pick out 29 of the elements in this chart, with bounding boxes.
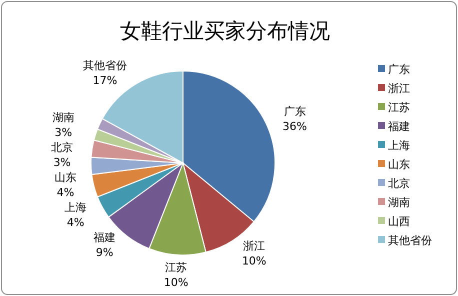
data-label: 10% <box>164 276 188 289</box>
slice-label: 江苏 <box>165 261 188 274</box>
data-label: 3% <box>54 126 72 139</box>
data-label: 4% <box>56 186 74 199</box>
slice-label: 山东 <box>54 171 76 184</box>
slice-label: 其他省份 <box>83 58 128 72</box>
slice-label: 广东 <box>284 104 306 118</box>
legend-label: 湖南 <box>388 196 410 209</box>
legend-label: 上海 <box>388 139 410 152</box>
data-label: 3% <box>53 156 71 169</box>
data-label: 17% <box>92 74 118 87</box>
legend-label: 浙江 <box>388 82 410 95</box>
data-label: 9% <box>96 246 114 259</box>
slice-label: 北京 <box>51 141 74 154</box>
legend-label: 其他省份 <box>388 234 432 247</box>
legend-label: 江苏 <box>388 101 410 114</box>
slice-label: 福建 <box>94 231 116 244</box>
legend-label: 山东 <box>388 158 410 171</box>
legend-label: 广东 <box>388 63 410 76</box>
data-label: 4% <box>66 216 84 229</box>
legend-label: 福建 <box>388 120 410 133</box>
chart-title: 女鞋行业买家分布情况 <box>120 19 330 43</box>
slice-label: 上海 <box>64 201 87 214</box>
legend-label: 山西 <box>388 215 410 228</box>
data-label: 36% <box>282 120 307 133</box>
slice-label: 浙江 <box>243 240 266 252</box>
legend-label: 北京 <box>388 177 410 190</box>
data-label: 10% <box>242 254 266 268</box>
slice-label: 湖南 <box>52 111 74 124</box>
